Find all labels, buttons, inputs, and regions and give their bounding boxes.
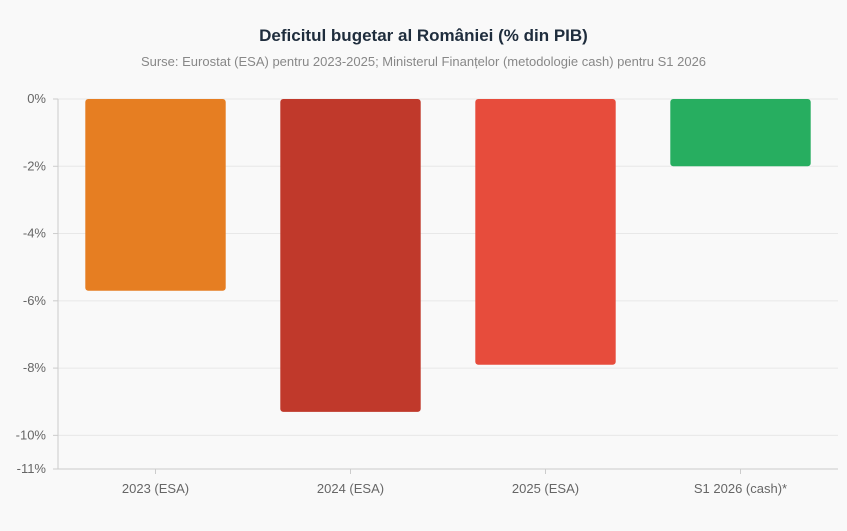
chart-title: Deficitul bugetar al României (% din PIB…: [259, 26, 588, 45]
x-axis: 2023 (ESA) 2024 (ESA) 2025 (ESA) S1 2026 (c…: [58, 468, 838, 496]
y-axis: 0% -2% -4% -6% -8% -10% -11%: [16, 91, 59, 476]
bars: [85, 99, 811, 412]
x-tick-label: 2025 (ESA): [512, 481, 579, 496]
y-tick-label: -4%: [23, 226, 47, 241]
y-tick-label: 0%: [27, 91, 46, 106]
y-tick-label: -8%: [23, 360, 47, 375]
x-tick-label: S1 2026 (cash)*: [694, 481, 787, 496]
y-tick-label: -2%: [23, 158, 47, 173]
bar-2: [475, 99, 616, 365]
chart-subtitle: Surse: Eurostat (ESA) pentru 2023-2025; …: [140, 54, 707, 69]
y-tick-label: -11%: [17, 461, 47, 476]
y-tick-label: -10%: [16, 427, 47, 442]
y-tick-label: -6%: [23, 293, 47, 308]
x-tick-label: 2023 (ESA): [122, 481, 189, 496]
bar-3: [670, 99, 811, 167]
bar-0: [85, 99, 226, 291]
x-tick-label: 2024 (ESA): [317, 481, 384, 496]
bar-1: [280, 99, 421, 412]
